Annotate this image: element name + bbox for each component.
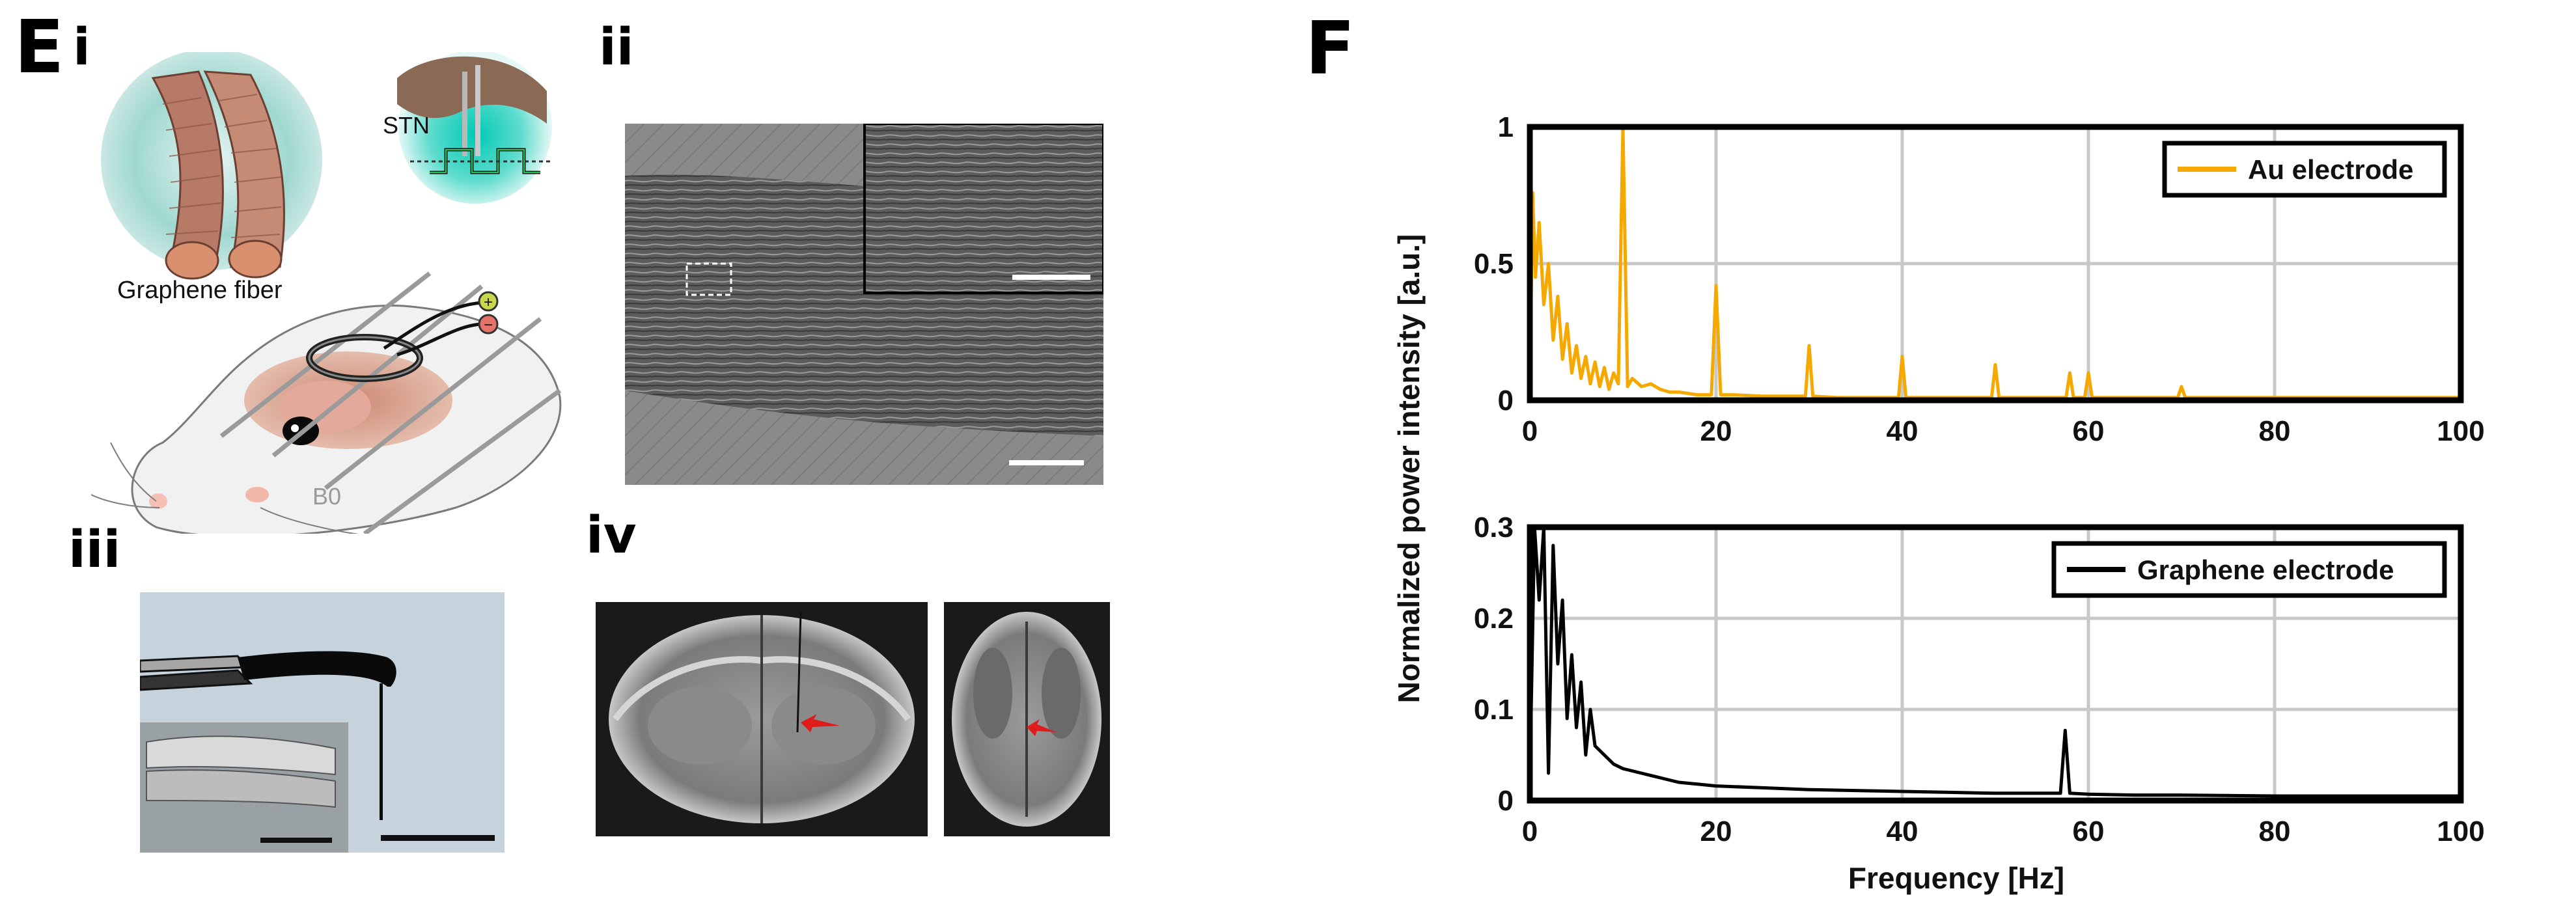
mri-images: [596, 602, 1110, 836]
fiber-label: Graphene fiber: [117, 277, 283, 304]
inset-scale-bar: [1012, 275, 1090, 280]
y-tick-label: 0: [1498, 785, 1514, 817]
legend-label: Au electrode: [2248, 154, 2413, 185]
panel-label-f: F: [1305, 7, 1355, 91]
y-tick-label: 0.2: [1474, 603, 1514, 635]
inset-scale-bar-photo: [260, 838, 332, 843]
legend-label: Graphene electrode: [2137, 555, 2394, 585]
x-tick-label: 40: [1887, 415, 1918, 447]
graphene-fiber-drawing: [151, 70, 285, 280]
plot-frame: [1527, 124, 2464, 404]
power-spectrum-figure: 0 20 40 60 80 100 0 0.5 1 Au electrode 0 20 40 60 80 1…: [1392, 111, 2485, 895]
x-axis-label: Frequency [Hz]: [1848, 861, 2064, 895]
series-line-graphene-electrode: [1528, 525, 2461, 798]
fiber-photo: [140, 592, 505, 853]
x-tick-label: 100: [2437, 415, 2484, 447]
minus-terminal: −: [484, 316, 493, 334]
mri-arrow-2: [1027, 719, 1057, 736]
sem-image-fiber: [625, 124, 1103, 485]
plot-frame: [1527, 524, 2464, 804]
mri-arrow-1: [801, 714, 840, 732]
sub-label-iv: iv: [586, 506, 637, 565]
sem-scale-bar: [1009, 460, 1084, 465]
y-tick-label: 0: [1498, 385, 1514, 417]
x-tick-label: 60: [2073, 816, 2105, 847]
chart-au-electrode: 0 20 40 60 80 100 0 0.5 1 Au electrode: [1474, 111, 2485, 447]
chart-graphene-electrode: 0 20 40 60 80 100 0 0.1 0.2 0.3 Graphene electrode: [1474, 512, 2485, 847]
y-axis-label: Normalized power intensity [a.u.]: [1392, 234, 1426, 704]
series-line-au-electrode: [1528, 125, 2461, 400]
b0-field-arrows: [219, 271, 562, 534]
x-tick-label: 0: [1522, 816, 1538, 847]
x-tick-label: 80: [2259, 415, 2291, 447]
b0-label: B0: [312, 483, 341, 510]
x-tick-label: 0: [1522, 415, 1538, 447]
panel-label-e: E: [14, 5, 64, 90]
x-tick-label: 40: [1887, 816, 1918, 847]
fiber-implant-illustration: Graphene fiber STN B0 + −: [91, 52, 562, 534]
x-tick-label: 80: [2259, 816, 2291, 847]
y-tick-label: 0.1: [1474, 694, 1514, 726]
plus-terminal: +: [484, 294, 493, 311]
y-tick-label: 1: [1498, 111, 1514, 143]
y-tick-label: 0.5: [1474, 248, 1514, 280]
sub-label-i: i: [73, 18, 90, 77]
x-tick-label: 60: [2073, 415, 2105, 447]
stn-label: STN: [383, 112, 430, 139]
y-tick-label: 0.3: [1474, 512, 1514, 543]
x-tick-label: 100: [2437, 816, 2484, 847]
x-tick-label: 20: [1700, 415, 1732, 447]
x-tick-label: 20: [1700, 816, 1732, 847]
sub-label-ii: ii: [599, 18, 634, 77]
sub-label-iii: iii: [68, 521, 121, 579]
photo-scale-bar: [381, 835, 495, 841]
